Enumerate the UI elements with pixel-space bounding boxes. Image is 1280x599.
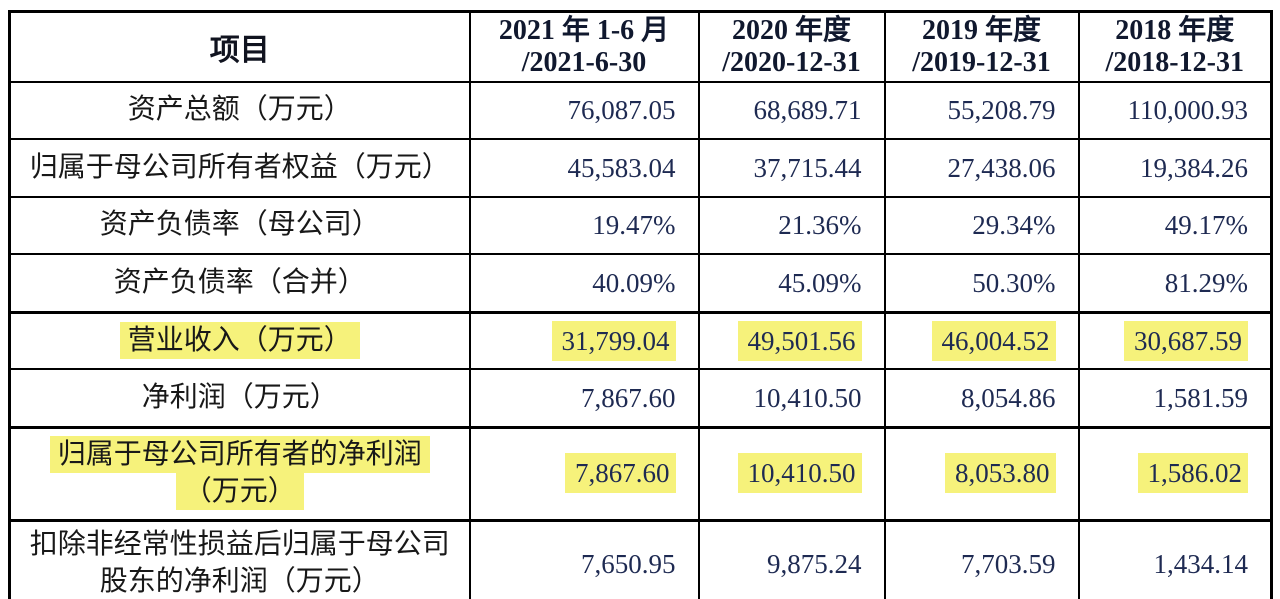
- header-period-2019: 2019 年度 /2019-12-31: [883, 10, 1080, 84]
- period-line2: /2020-12-31: [722, 47, 861, 79]
- cell-value: 29.34%: [883, 196, 1080, 256]
- cell-value: 8,054.86: [883, 368, 1080, 429]
- highlight-mark: 营业收入（万元）: [119, 321, 360, 359]
- cell-value: 40.09%: [468, 253, 700, 314]
- cell-value: 8,053.80: [883, 425, 1080, 522]
- cell-value: 19,384.26: [1077, 138, 1273, 199]
- cell-value: 68,689.71: [697, 81, 886, 141]
- cell-value: 1,586.02: [1077, 425, 1273, 522]
- cell-value: 1,434.14: [1077, 518, 1273, 599]
- highlight-mark: 7,867.60: [565, 453, 676, 494]
- cell-value: 46,004.52: [883, 310, 1080, 371]
- highlight-mark: 1,586.02: [1137, 453, 1248, 494]
- cell-value: 37,715.44: [697, 138, 886, 199]
- cell-value: 10,410.50: [697, 425, 886, 522]
- period-line1: 2021 年 1-6 月: [498, 15, 670, 46]
- row-label: 扣除非经常性损益后归属于母公司股东的净利润（万元）: [8, 518, 471, 599]
- row-label: 营业收入（万元）: [8, 310, 471, 371]
- header-period-2020: 2020 年度 /2020-12-31: [697, 10, 886, 84]
- highlight-mark: 31,799.04: [551, 320, 676, 361]
- cell-value: 27,438.06: [883, 138, 1080, 199]
- header-period-2018: 2018 年度 /2018-12-31: [1077, 10, 1273, 84]
- table-row-total-assets: 资产总额（万元） 76,087.05 68,689.71 55,208.79 1…: [8, 81, 1273, 141]
- table-row-operating-revenue-highlighted: 营业收入（万元） 31,799.04 49,501.56 46,004.52 3…: [8, 310, 1273, 371]
- row-label: 净利润（万元）: [8, 368, 471, 429]
- period-line2: /2019-12-31: [912, 47, 1051, 79]
- highlight-mark: 8,053.80: [945, 453, 1056, 494]
- cell-value: 49,501.56: [697, 310, 886, 371]
- row-label: 归属于母公司所有者的净利润（万元）: [8, 425, 471, 522]
- cell-value: 49.17%: [1077, 196, 1273, 256]
- cell-value: 110,000.93: [1077, 81, 1273, 141]
- period-line2: /2018-12-31: [1105, 47, 1244, 79]
- table-row-net-profit: 净利润（万元） 7,867.60 10,410.50 8,054.86 1,58…: [8, 368, 1273, 429]
- cell-value: 45,583.04: [468, 138, 700, 199]
- header-period-2021: 2021 年 1-6 月 /2021-6-30: [468, 10, 700, 84]
- highlight-mark: 49,501.56: [737, 320, 862, 361]
- cell-value: 7,867.60: [468, 368, 700, 429]
- cell-value: 45.09%: [697, 253, 886, 314]
- row-label: 资产总额（万元）: [8, 81, 471, 141]
- period-line1: 2019 年度: [921, 15, 1041, 46]
- row-label: 归属于母公司所有者权益（万元）: [8, 138, 471, 199]
- cell-value: 7,650.95: [468, 518, 700, 599]
- cell-value: 30,687.59: [1077, 310, 1273, 371]
- highlight-mark: 46,004.52: [931, 320, 1056, 361]
- cell-value: 55,208.79: [883, 81, 1080, 141]
- table-header-row: 项目 2021 年 1-6 月 /2021-6-30 2020 年度 /2020…: [8, 10, 1273, 84]
- table-row-parent-net-profit-highlighted: 归属于母公司所有者的净利润（万元） 7,867.60 10,410.50 8,0…: [8, 425, 1273, 522]
- cell-value: 50.30%: [883, 253, 1080, 314]
- highlight-mark: 10,410.50: [737, 453, 862, 494]
- financial-summary-table: 项目 2021 年 1-6 月 /2021-6-30 2020 年度 /2020…: [8, 10, 1273, 599]
- highlight-mark: 归属于母公司所有者的净利润（万元）: [49, 435, 430, 510]
- period-line1: 2020 年度: [731, 15, 851, 46]
- cell-value: 1,581.59: [1077, 368, 1273, 429]
- row-label: 资产负债率（合并）: [8, 253, 471, 314]
- cell-value: 76,087.05: [468, 81, 700, 141]
- cell-value: 9,875.24: [697, 518, 886, 599]
- table-row-parent-equity: 归属于母公司所有者权益（万元） 45,583.04 37,715.44 27,4…: [8, 138, 1273, 199]
- period-line1: 2018 年度: [1115, 15, 1235, 46]
- table-row-debt-ratio-consolidated: 资产负债率（合并） 40.09% 45.09% 50.30% 81.29%: [8, 253, 1273, 314]
- cell-value: 21.36%: [697, 196, 886, 256]
- cell-value: 19.47%: [468, 196, 700, 256]
- period-line2: /2021-6-30: [521, 47, 647, 79]
- header-item: 项目: [8, 10, 471, 84]
- cell-value: 31,799.04: [468, 310, 700, 371]
- highlight-mark: 30,687.59: [1124, 320, 1248, 361]
- cell-value: 7,703.59: [883, 518, 1080, 599]
- table-row-net-profit-after-nonrecurring: 扣除非经常性损益后归属于母公司股东的净利润（万元） 7,650.95 9,875…: [8, 518, 1273, 599]
- table-row-debt-ratio-parent: 资产负债率（母公司） 19.47% 21.36% 29.34% 49.17%: [8, 196, 1273, 256]
- row-label: 资产负债率（母公司）: [8, 196, 471, 256]
- cell-value: 7,867.60: [468, 425, 700, 522]
- cell-value: 81.29%: [1077, 253, 1273, 314]
- cell-value: 10,410.50: [697, 368, 886, 429]
